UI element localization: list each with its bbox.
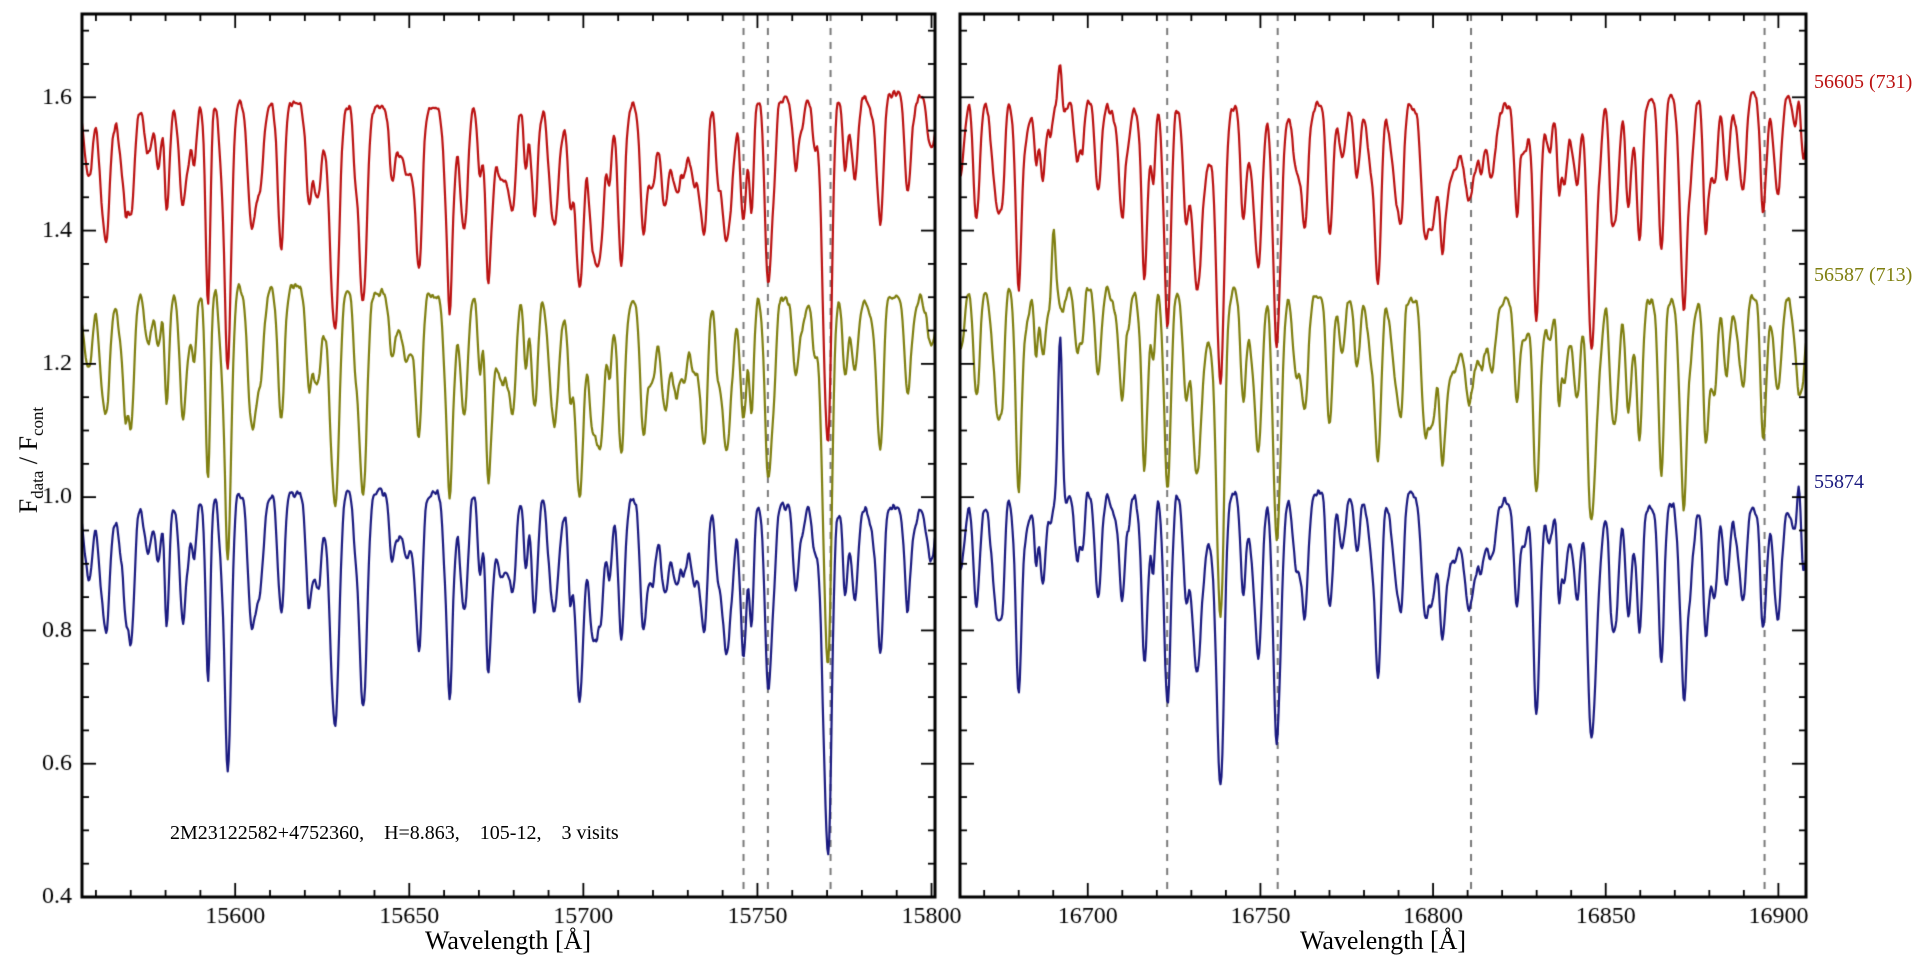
yaxis-label-mid: / F	[13, 436, 43, 471]
xaxis-label-right: Wavelength [Å]	[1299, 926, 1467, 955]
yaxis-label: Fdata / Fcont	[14, 330, 48, 590]
series-label-55874: 55874	[1814, 470, 1864, 493]
yaxis-label-sub1: data	[28, 470, 48, 499]
series-label-56605: 56605 (731)	[1814, 70, 1913, 93]
yaxis-label-sub2: cont	[28, 406, 48, 436]
target-annotation: 2M23122582+4752360, H=8.863, 105-12, 3 v…	[170, 822, 619, 844]
series-label-56587: 56587 (713)	[1814, 264, 1913, 287]
yaxis-label-f1: F	[13, 498, 43, 514]
xaxis-label-left: Wavelength [Å]	[424, 926, 592, 955]
